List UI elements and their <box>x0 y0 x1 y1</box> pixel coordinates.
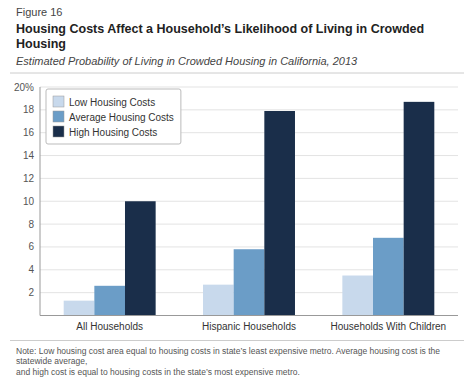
grid-line <box>40 155 458 156</box>
legend-swatch <box>53 96 64 107</box>
bar <box>342 276 373 316</box>
legend-label: Low Housing Costs <box>69 97 155 108</box>
text-line: Estimated Probability of Living in Crowd… <box>16 55 358 67</box>
bar <box>404 102 435 316</box>
text-line: statewide average, <box>16 356 87 366</box>
figure-label: Figure 16 <box>16 6 62 18</box>
bar <box>125 201 156 315</box>
grid-line <box>40 178 458 179</box>
chart: Figure 16 Housing Costs Affect a Househol… <box>0 0 474 383</box>
text-line: All Households <box>76 321 143 332</box>
y-tick-label: 10 <box>23 196 35 207</box>
y-tick-label: 8 <box>28 219 34 230</box>
y-tick-label: 2 <box>28 287 34 298</box>
y-tick-label: 6 <box>28 241 34 252</box>
text-line: and high cost is equal to housing costs … <box>16 367 300 377</box>
bar <box>203 285 234 316</box>
legend-label: Average Housing Costs <box>69 112 174 123</box>
text-line: Hispanic Households <box>202 321 296 332</box>
y-axis-line <box>40 87 41 316</box>
text-line: Housing Costs Affect a Household’s Likel… <box>16 22 424 36</box>
grid-line <box>40 224 458 225</box>
x-tick-label: Hispanic Households <box>202 321 296 332</box>
header-rule <box>10 73 464 74</box>
y-tick-label: 14 <box>23 150 35 161</box>
x-axis-line <box>40 315 458 316</box>
y-tick-label: 4 <box>28 264 34 275</box>
note: Note: Low housing cost area equal to hou… <box>16 346 440 377</box>
text-line: Households With Children <box>331 321 447 332</box>
subtitle: Estimated Probability of Living in Crowd… <box>16 55 358 67</box>
legend: Low Housing Costs Average Housing Costs Hi… <box>46 89 181 144</box>
grid-line <box>40 201 458 202</box>
bar <box>94 286 125 316</box>
grid-line <box>40 87 458 88</box>
legend-box <box>46 89 181 144</box>
legend-label: High Housing Costs <box>69 127 157 138</box>
bar <box>264 111 295 316</box>
bar <box>234 249 265 315</box>
text-line: Housing <box>16 37 66 51</box>
bars <box>64 102 435 316</box>
y-tick-label: 16 <box>23 127 35 138</box>
text-line: Note: Low housing cost area equal to hou… <box>16 346 440 356</box>
legend-swatch <box>53 111 64 122</box>
note-rule <box>10 340 464 341</box>
bar <box>373 238 404 316</box>
y-tick-label: 20% <box>14 82 34 93</box>
x-tick-label: All Households <box>76 321 143 332</box>
title: Housing Costs Affect a Household’s Likel… <box>16 22 424 51</box>
y-tick-label: 12 <box>23 173 35 184</box>
legend-swatch <box>53 126 64 137</box>
x-tick-label: Households With Children <box>331 321 447 332</box>
y-tick-label: 18 <box>23 104 35 115</box>
bar <box>64 301 95 316</box>
